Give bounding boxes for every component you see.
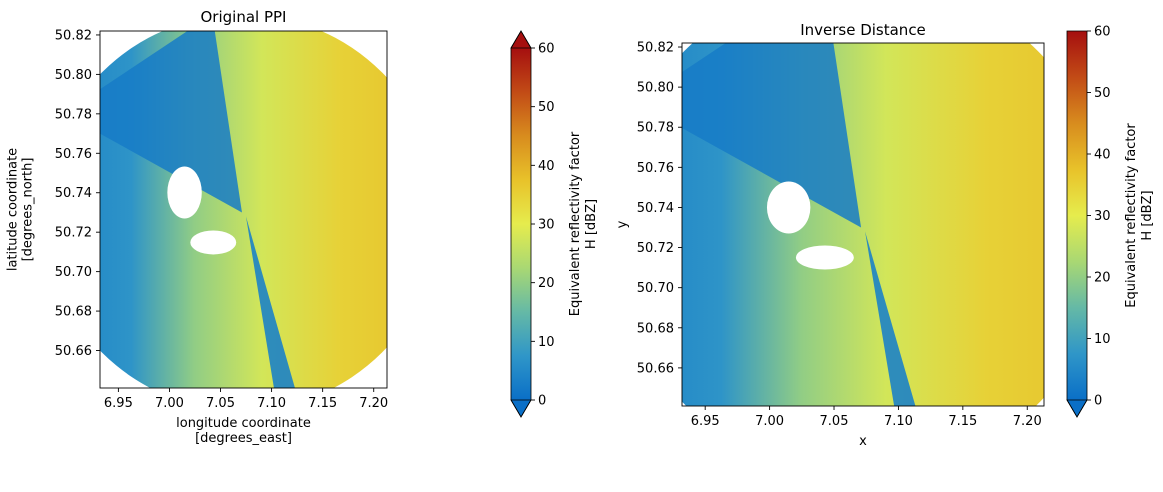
colorbar-label: H [dBZ] [1140, 190, 1155, 240]
y-tick-label: 50.66 [637, 361, 674, 376]
chart-title: Original PPI [201, 8, 287, 26]
beam-blockage-shadow [245, 216, 295, 388]
no-data-gap [167, 166, 202, 219]
y-tick-label: 50.82 [637, 41, 674, 56]
y-tick-label: 50.78 [55, 107, 92, 122]
x-tick-label: 7.10 [257, 396, 286, 411]
chart-panel-2: 6.95 7.00 7.05 7.10 7.15 7.20 50.66 50.68 50.70 5… [615, 21, 1155, 449]
y-tick-label: 50.72 [55, 226, 92, 241]
colorbar-tick-label: 40 [1094, 148, 1111, 163]
x-axis-label: longitude coordinate [176, 416, 311, 431]
colorbar-tick-label: 60 [538, 42, 555, 57]
colorbar-gradient [1067, 31, 1087, 400]
colorbar-tick-label: 30 [1094, 209, 1111, 224]
colorbar-tick-label: 40 [538, 159, 555, 174]
y-tick-label: 50.74 [637, 201, 674, 216]
chart-title: Inverse Distance [800, 21, 926, 39]
colorbar-tick-label: 20 [538, 276, 555, 291]
plot-frame [681, 42, 1045, 407]
colorbar-tick-label: 50 [538, 100, 555, 115]
x-tick-label: 6.95 [691, 414, 720, 429]
colorbar-tick-label: 60 [1094, 25, 1111, 40]
y-axis-label: latitude coordinate [6, 148, 21, 271]
y-tick-label: 50.70 [55, 265, 92, 280]
x-tick-label: 6.95 [104, 396, 133, 411]
colorbar-label: Equivalent reflectivity factor [568, 131, 583, 316]
low-reflectivity-region [100, 31, 242, 213]
no-data-gap [190, 230, 237, 255]
y-tick-label: 50.78 [637, 121, 674, 136]
y-tick-label: 50.68 [55, 305, 92, 320]
colorbar-tick-label: 0 [1094, 394, 1102, 409]
y-tick-label: 50.76 [55, 147, 92, 162]
x-tick-label: 7.15 [948, 414, 977, 429]
y-tick-label: 50.74 [55, 186, 92, 201]
y-tick-label: 50.72 [637, 241, 674, 256]
colorbar-extend-min [1066, 399, 1088, 418]
y-axis-label: [degrees_north] [21, 158, 36, 262]
x-tick-label: 7.00 [755, 414, 784, 429]
colorbar-label: H [dBZ] [584, 199, 599, 249]
x-tick-label: 7.05 [206, 396, 235, 411]
x-tick-label: 7.20 [1013, 414, 1042, 429]
no-data-gap [766, 181, 811, 234]
y-tick-label: 50.80 [55, 68, 92, 83]
colorbar: 0 10 20 30 40 50 60 Equivalent reflectivity fac… [510, 30, 599, 418]
y-tick-label: 50.80 [637, 81, 674, 96]
y-tick-label: 50.70 [637, 281, 674, 296]
no-data-gap [795, 245, 854, 270]
y-tick-label: 50.82 [55, 28, 92, 43]
chart-panel-1: 6.95 7.00 7.05 7.10 7.15 7.20 50.66 50.68 50.70 5… [6, 8, 600, 446]
beam-blockage-shadow [865, 231, 916, 406]
colorbar-tick-label: 10 [538, 335, 555, 350]
y-tick-label: 50.76 [637, 161, 674, 176]
plot-frame [99, 30, 388, 389]
colorbar-label: Equivalent reflectivity factor [1124, 123, 1139, 308]
x-tick-label: 7.00 [155, 396, 184, 411]
colorbar-extend-max [510, 30, 532, 49]
y-tick-label: 50.68 [637, 321, 674, 336]
reflectivity-field [100, 31, 387, 388]
colorbar-extend-min [510, 399, 532, 418]
x-tick-label: 7.20 [359, 396, 388, 411]
reflectivity-field [682, 43, 1044, 406]
colorbar-tick-label: 50 [1094, 86, 1111, 101]
colorbar-tick-label: 0 [538, 394, 546, 409]
x-tick-label: 7.05 [820, 414, 849, 429]
colorbar: 0 10 20 30 40 50 60 Equivalent reflectivity fac… [1066, 25, 1155, 418]
colorbar-outline [1066, 30, 1088, 418]
low-reflectivity-region [682, 43, 862, 228]
colorbar-tick-label: 20 [1094, 271, 1111, 286]
x-axis-label: x [859, 434, 867, 449]
x-axis-label: [degrees_east] [195, 431, 292, 446]
y-axis-label: y [615, 220, 630, 228]
x-tick-label: 7.10 [884, 414, 913, 429]
colorbar-gradient [511, 48, 531, 400]
y-tick-label: 50.66 [55, 344, 92, 359]
x-tick-label: 7.15 [308, 396, 337, 411]
colorbar-tick-label: 30 [538, 218, 555, 233]
colorbar-tick-label: 10 [1094, 332, 1111, 347]
